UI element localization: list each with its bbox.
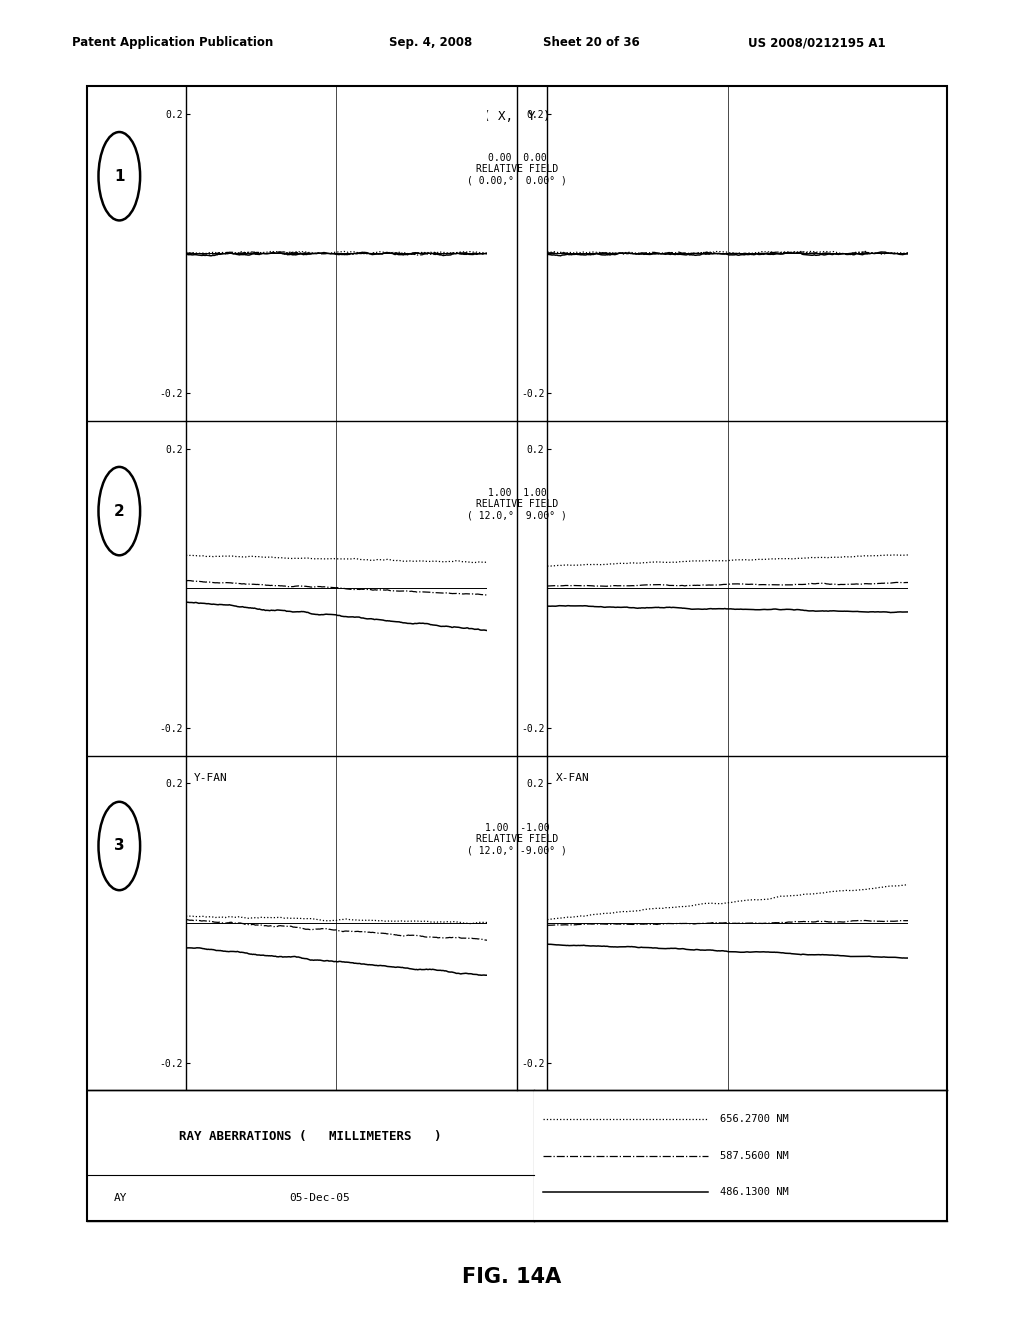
Text: Y-FAN: Y-FAN — [194, 774, 227, 783]
Text: Sheet 20 of 36: Sheet 20 of 36 — [543, 37, 639, 49]
Text: 2: 2 — [114, 504, 125, 519]
Text: 0.00  0.00
RELATIVE FIELD
( 0.00,°  0.00° ): 0.00 0.00 RELATIVE FIELD ( 0.00,° 0.00° … — [467, 153, 567, 186]
Text: 1.00  -1.00
RELATIVE FIELD
( 12.0,° -9.00° ): 1.00 -1.00 RELATIVE FIELD ( 12.0,° -9.00… — [467, 822, 567, 855]
Text: 486.1300 NM: 486.1300 NM — [720, 1187, 788, 1197]
Text: FIG. 14A: FIG. 14A — [463, 1267, 561, 1287]
Text: X-FAN: X-FAN — [556, 774, 590, 783]
Text: US 2008/0212195 A1: US 2008/0212195 A1 — [748, 37, 885, 49]
Text: 587.5600 NM: 587.5600 NM — [720, 1151, 788, 1160]
Text: 1.00  1.00
RELATIVE FIELD
( 12.0,°  9.00° ): 1.00 1.00 RELATIVE FIELD ( 12.0,° 9.00° … — [467, 487, 567, 521]
Text: RAY ABERRATIONS (   MILLIMETERS   ): RAY ABERRATIONS ( MILLIMETERS ) — [179, 1130, 442, 1143]
Text: 05-Dec-05: 05-Dec-05 — [289, 1192, 350, 1203]
Text: 656.2700 NM: 656.2700 NM — [720, 1114, 788, 1125]
Text: Sep. 4, 2008: Sep. 4, 2008 — [389, 37, 472, 49]
Text: ( X,  Y ): ( X, Y ) — [483, 110, 551, 123]
Text: AY: AY — [114, 1192, 127, 1203]
Text: 1: 1 — [114, 169, 125, 183]
Text: 3: 3 — [114, 838, 125, 854]
Text: Patent Application Publication: Patent Application Publication — [72, 37, 273, 49]
